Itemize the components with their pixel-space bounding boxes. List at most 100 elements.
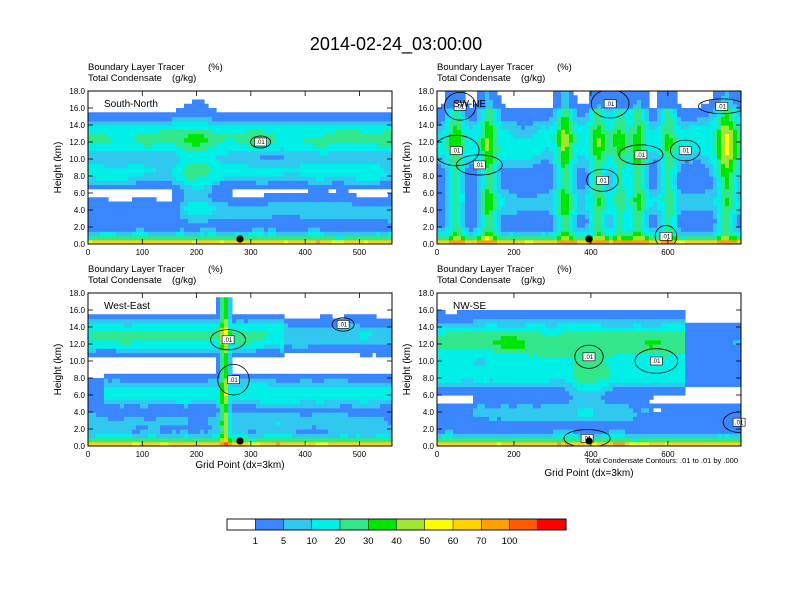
heatmap-cell xyxy=(268,184,273,190)
heatmap-cell xyxy=(553,103,558,109)
heatmap-cell xyxy=(304,150,309,156)
heatmap-cell xyxy=(176,180,181,186)
heatmap-cell xyxy=(200,112,205,118)
heatmap-cell xyxy=(437,108,442,113)
heatmap-cell xyxy=(625,214,630,220)
heatmap-cell xyxy=(224,193,229,198)
heatmap-cell xyxy=(581,188,586,194)
heatmap-cell xyxy=(180,129,185,135)
heatmap-cell xyxy=(653,112,658,118)
heatmap-cell xyxy=(376,129,381,135)
heatmap-cell xyxy=(561,112,566,118)
heatmap-cell xyxy=(320,201,325,207)
heatmap-cell xyxy=(665,197,670,203)
heatmap-cell xyxy=(645,197,650,203)
heatmap-cell xyxy=(272,235,277,241)
heatmap-cell xyxy=(312,180,317,186)
heatmap-cell xyxy=(320,129,325,135)
heatmap-cell xyxy=(665,129,670,135)
heatmap-cell xyxy=(204,227,209,232)
heatmap-cell xyxy=(657,95,662,101)
heatmap-cell xyxy=(88,239,93,244)
heatmap-cell xyxy=(489,201,494,207)
heatmap-cell xyxy=(441,180,446,186)
heatmap-cell xyxy=(108,214,113,220)
heatmap-cell xyxy=(529,193,534,198)
heatmap-cell xyxy=(300,193,305,198)
heatmap-cell xyxy=(328,184,333,190)
heatmap-cell xyxy=(136,167,141,173)
heatmap-cell xyxy=(152,159,157,164)
heatmap-cell xyxy=(200,167,205,173)
heatmap-cell xyxy=(172,137,177,143)
heatmap-cell xyxy=(697,235,702,241)
heatmap-cell xyxy=(216,163,221,169)
heatmap-cell xyxy=(689,197,694,203)
heatmap-cell xyxy=(509,197,514,203)
contour-label-box xyxy=(715,102,729,111)
heatmap-cell xyxy=(465,214,470,220)
heatmap-cell xyxy=(673,205,678,211)
heatmap-cell xyxy=(685,163,690,169)
heatmap-cell xyxy=(609,167,614,173)
heatmap-cell xyxy=(545,154,550,160)
heatmap-cell xyxy=(729,180,734,186)
heatmap-cell xyxy=(477,133,482,139)
heatmap-cell xyxy=(577,231,582,237)
heatmap-cell xyxy=(260,150,265,156)
heatmap-cell xyxy=(276,116,281,122)
heatmap-cell xyxy=(613,142,618,147)
heatmap-cell xyxy=(549,163,554,169)
heatmap-cell xyxy=(292,235,297,241)
heatmap-cell xyxy=(645,231,650,237)
heatmap-cell xyxy=(453,125,458,130)
heatmap-cell xyxy=(188,176,193,181)
heatmap-cell xyxy=(569,150,574,156)
heatmap-cell xyxy=(276,180,281,186)
heatmap-cell xyxy=(453,231,458,237)
heatmap-cell xyxy=(493,227,498,232)
heatmap-cell xyxy=(541,171,546,177)
heatmap-cell xyxy=(200,201,205,207)
heatmap-cell xyxy=(701,167,706,173)
heatmap-cell xyxy=(248,176,253,181)
heatmap-cell xyxy=(260,176,265,181)
heatmap-cell xyxy=(88,142,93,147)
heatmap-cell xyxy=(465,218,470,224)
heatmap-cell xyxy=(288,180,293,186)
heatmap-cell xyxy=(645,205,650,211)
heatmap-cell xyxy=(621,120,626,126)
heatmap-cell xyxy=(549,176,554,181)
heatmap-cell xyxy=(629,150,634,156)
heatmap-cell xyxy=(112,137,117,143)
heatmap-cell xyxy=(557,129,562,135)
heatmap-cell xyxy=(264,154,269,160)
heatmap-cell xyxy=(597,201,602,207)
heatmap-cell xyxy=(737,142,741,147)
heatmap-cell xyxy=(509,201,514,207)
heatmap-cell xyxy=(248,201,253,207)
heatmap-cell xyxy=(192,159,197,164)
heatmap-cell xyxy=(248,239,253,244)
heatmap-cell xyxy=(216,214,221,220)
heatmap-cell xyxy=(541,231,546,237)
heatmap-cell xyxy=(497,163,502,169)
heatmap-cell xyxy=(132,239,137,244)
heatmap-cell xyxy=(465,227,470,232)
heatmap-cell xyxy=(252,180,257,186)
heatmap-cell xyxy=(284,146,289,152)
heatmap-cell xyxy=(180,120,185,126)
heatmap-cell xyxy=(356,184,361,190)
heatmap-cell xyxy=(288,239,293,244)
heatmap-cell xyxy=(565,235,570,241)
heatmap-cell xyxy=(288,125,293,130)
heatmap-cell xyxy=(453,159,458,164)
heatmap-cell xyxy=(577,103,582,109)
heatmap-cell xyxy=(160,218,165,224)
heatmap-cell xyxy=(653,137,658,143)
panel-south-north: .010.02.04.06.08.010.012.014.016.018.00 1… xyxy=(53,62,393,257)
heatmap-cell xyxy=(352,125,357,130)
heatmap-cell xyxy=(489,133,494,139)
heatmap-cell xyxy=(569,239,574,244)
heatmap-cell xyxy=(364,154,369,160)
